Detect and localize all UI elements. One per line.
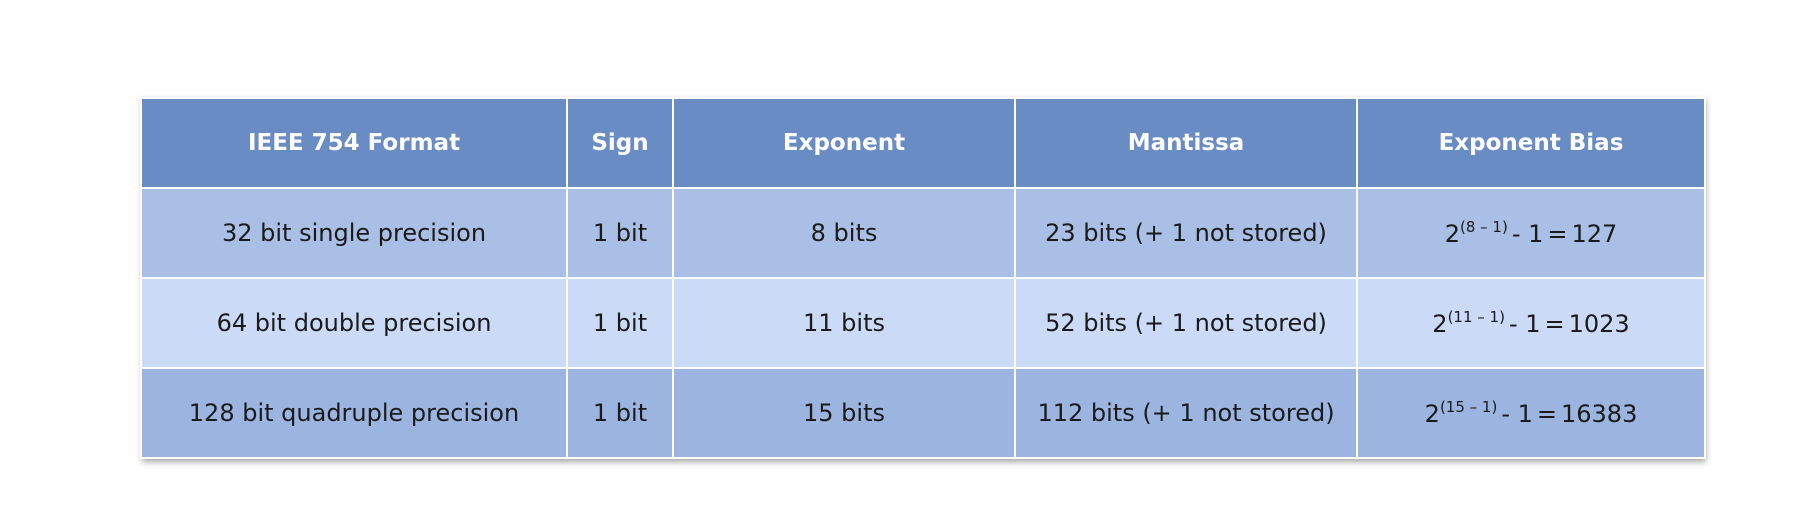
cell-exponent: 15 bits bbox=[672, 367, 1016, 459]
table-row: 32 bit single precision 1 bit 8 bits 23 … bbox=[140, 187, 1706, 279]
table-header-row: IEEE 754 Format Sign Exponent Mantissa E… bbox=[140, 97, 1706, 189]
bias-value: 1023 bbox=[1568, 310, 1630, 338]
header-format: IEEE 754 Format bbox=[140, 97, 568, 189]
header-mantissa: Mantissa bbox=[1014, 97, 1358, 189]
bias-equals: = bbox=[1547, 220, 1568, 248]
bias-equals: = bbox=[1544, 310, 1565, 338]
cell-format: 128 bit quadruple precision bbox=[140, 367, 568, 459]
cell-exponent: 8 bits bbox=[672, 187, 1016, 279]
header-exponent: Exponent bbox=[672, 97, 1016, 189]
bias-power: (11 – 1) bbox=[1447, 308, 1505, 326]
header-exponent-bias: Exponent Bias bbox=[1356, 97, 1706, 189]
ieee-754-table-container: IEEE 754 Format Sign Exponent Mantissa E… bbox=[140, 97, 1706, 459]
table-row: 64 bit double precision 1 bit 11 bits 52… bbox=[140, 277, 1706, 369]
cell-sign: 1 bit bbox=[566, 277, 674, 369]
table-row: 128 bit quadruple precision 1 bit 15 bit… bbox=[140, 367, 1706, 459]
cell-exponent-bias: 2(11 – 1) - 1 = 1023 bbox=[1356, 277, 1706, 369]
cell-exponent-bias: 2(15 – 1) - 1 = 16383 bbox=[1356, 367, 1706, 459]
bias-rest: - 1 bbox=[1508, 310, 1541, 338]
bias-base: 2 bbox=[1432, 310, 1448, 338]
bias-value: 127 bbox=[1571, 220, 1618, 248]
cell-sign: 1 bit bbox=[566, 367, 674, 459]
cell-mantissa: 52 bits (+ 1 not stored) bbox=[1014, 277, 1358, 369]
bias-equals: = bbox=[1536, 400, 1557, 428]
ieee-754-format-table: IEEE 754 Format Sign Exponent Mantissa E… bbox=[140, 97, 1706, 459]
bias-base: 2 bbox=[1444, 220, 1460, 248]
bias-value: 16383 bbox=[1560, 400, 1638, 428]
bias-power: (8 – 1) bbox=[1459, 218, 1508, 236]
cell-format: 32 bit single precision bbox=[140, 187, 568, 279]
bias-rest: - 1 bbox=[1501, 400, 1533, 428]
bias-power: (15 – 1) bbox=[1439, 398, 1498, 416]
cell-mantissa: 23 bits (+ 1 not stored) bbox=[1014, 187, 1358, 279]
cell-sign: 1 bit bbox=[566, 187, 674, 279]
cell-exponent-bias: 2(8 – 1) - 1 = 127 bbox=[1356, 187, 1706, 279]
cell-mantissa: 112 bits (+ 1 not stored) bbox=[1014, 367, 1358, 459]
bias-rest: - 1 bbox=[1511, 220, 1544, 248]
cell-exponent: 11 bits bbox=[672, 277, 1016, 369]
header-sign: Sign bbox=[566, 97, 674, 189]
cell-format: 64 bit double precision bbox=[140, 277, 568, 369]
bias-base: 2 bbox=[1424, 400, 1440, 428]
